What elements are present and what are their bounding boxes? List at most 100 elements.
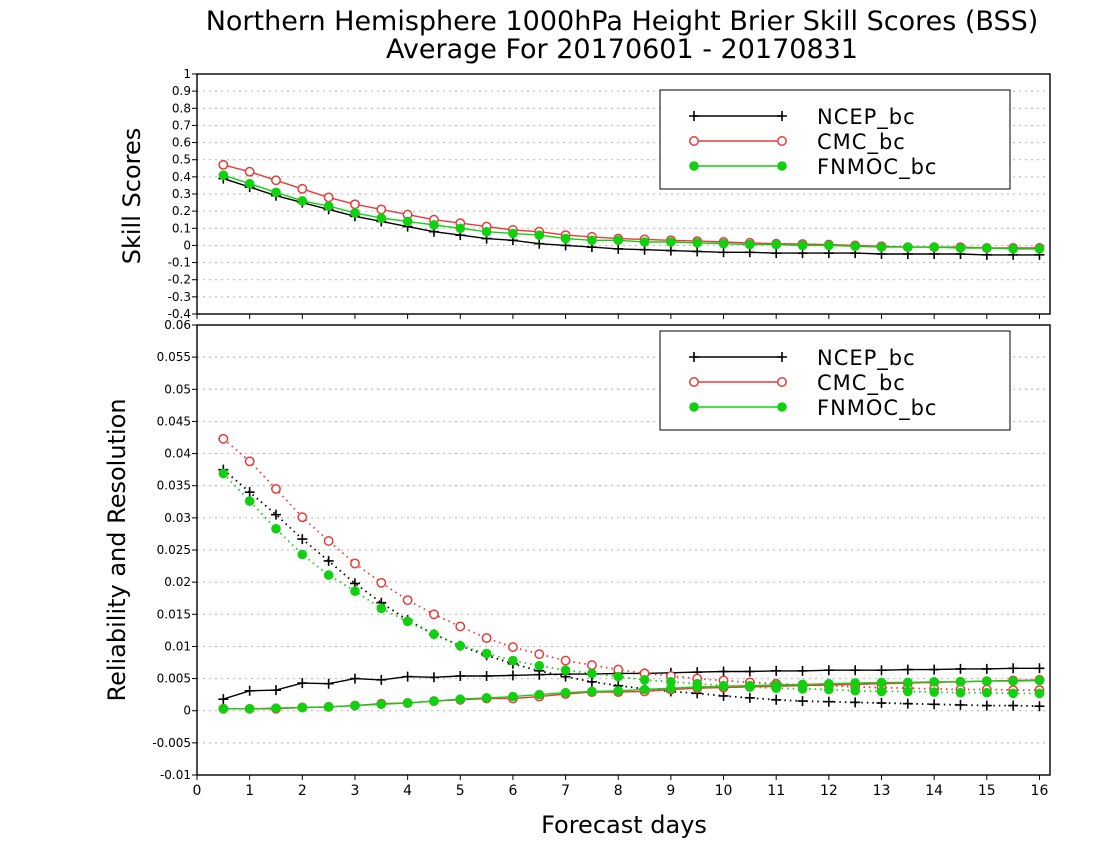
data-point: [218, 159, 229, 170]
data-point: [455, 621, 466, 632]
data-point: [613, 235, 624, 246]
data-point: [1008, 244, 1018, 254]
data-point: [428, 609, 439, 620]
legend-label: CMC_bc: [817, 130, 906, 155]
data-point: [850, 685, 860, 696]
x-tick-label: 5: [456, 783, 465, 799]
data-point: [534, 660, 545, 671]
data-point: [560, 665, 571, 676]
data-point: [297, 678, 308, 689]
data-point: [507, 670, 518, 681]
data-point: [560, 687, 571, 698]
data-point: [428, 672, 439, 683]
data-point: [586, 660, 597, 671]
data-point: [323, 536, 334, 546]
data-point: [1008, 688, 1018, 699]
data-point: [534, 238, 545, 249]
data-point: [771, 248, 782, 259]
data-point: [271, 187, 281, 198]
data-point: [1034, 663, 1045, 674]
data-point: [613, 671, 624, 682]
data-point: [350, 199, 360, 210]
legend-item-ncep-bc: NCEP_bc: [689, 346, 916, 371]
data-point: [297, 512, 308, 523]
data-point: [587, 668, 597, 679]
data-point: [1008, 676, 1018, 686]
legend-marker: [777, 352, 787, 362]
data-point: [797, 240, 808, 251]
data-point: [771, 683, 781, 694]
data-point: [902, 698, 913, 709]
data-point: [244, 487, 255, 498]
data-point: [639, 237, 650, 247]
data-point: [902, 664, 913, 675]
data-point: [903, 677, 913, 688]
y-tick-label: -0.01: [160, 768, 191, 782]
data-point: [402, 216, 413, 227]
series-line: [223, 667, 1040, 700]
data-point: [455, 671, 466, 681]
data-point: [665, 245, 676, 256]
legend-marker: [777, 136, 787, 146]
data-point: [350, 586, 360, 596]
plot-frame: [196, 324, 1051, 776]
legend-marker: [777, 161, 787, 171]
data-point: [350, 208, 360, 218]
data-point: [797, 696, 808, 707]
x-tick-label: 11: [767, 783, 785, 799]
data-point: [1034, 688, 1045, 699]
legend-item-fnmoc-bc: FNMOC_bc: [689, 396, 936, 421]
data-point: [429, 629, 439, 640]
legend-box: [659, 330, 1011, 431]
data-point: [718, 238, 729, 249]
legend-item-ncep-bc: NCEP_bc: [689, 105, 915, 130]
data-point: [271, 523, 281, 534]
legend-marker: [689, 161, 699, 171]
legend-marker: [777, 402, 787, 412]
y-tick-label: 0.055: [157, 350, 191, 364]
data-point: [508, 228, 518, 239]
x-tick-label: 8: [614, 783, 623, 799]
data-point: [1034, 675, 1045, 686]
data-point: [508, 691, 518, 702]
x-tick-label: 14: [925, 783, 943, 799]
data-point: [692, 678, 703, 689]
legend-marker: [689, 111, 699, 121]
y-tick-label: 0: [183, 238, 191, 252]
x-tick-label: 10: [715, 783, 733, 799]
data-point: [297, 534, 308, 545]
data-point: [429, 696, 439, 706]
data-point: [1008, 700, 1019, 711]
data-point: [981, 700, 992, 711]
data-point: [534, 230, 545, 240]
data-point: [376, 204, 387, 215]
data-point: [718, 666, 729, 677]
y-tick-label: -0.005: [152, 736, 191, 750]
data-point: [850, 665, 861, 676]
y-tick-label: 0.01: [164, 639, 191, 653]
data-point: [402, 671, 413, 682]
legend-label: NCEP_bc: [817, 346, 916, 371]
data-point: [666, 676, 676, 687]
data-point: [955, 663, 966, 674]
data-point: [323, 678, 334, 689]
data-point: [323, 702, 334, 712]
data-point: [929, 687, 939, 697]
y-tick-label: 0.045: [157, 414, 191, 428]
data-point: [771, 665, 782, 676]
data-point: [244, 178, 255, 189]
data-point: [586, 676, 597, 687]
data-point: [745, 239, 755, 250]
data-point: [481, 633, 492, 644]
data-point: [745, 682, 755, 692]
data-point: [455, 694, 466, 704]
data-point: [850, 241, 860, 252]
series-fnmoc-bc: [218, 170, 1045, 254]
y-tick-label: 0.4: [172, 170, 191, 184]
data-point: [323, 570, 334, 580]
data-point: [297, 183, 308, 194]
x-tick-label: 1: [245, 783, 254, 799]
data-point: [955, 699, 966, 710]
data-point: [876, 698, 887, 708]
